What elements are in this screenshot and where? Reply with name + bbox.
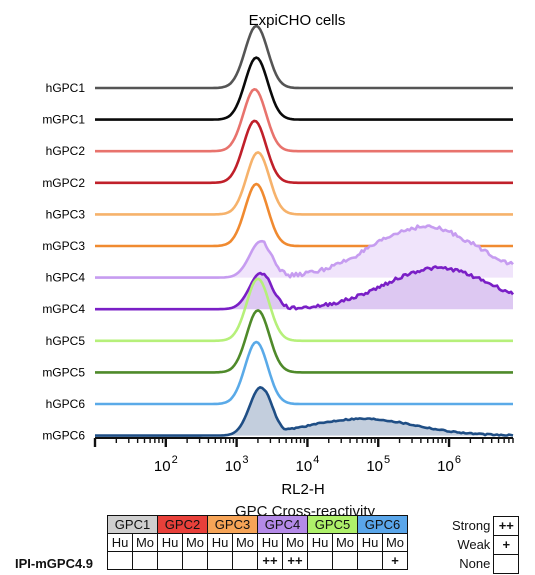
subheader-mo: Mo xyxy=(382,533,408,552)
group-header-gpc4: GPC4 xyxy=(257,515,308,534)
series-label: hGPC1 xyxy=(46,81,86,95)
group-header-row: GPC1 GPC2 GPC3 GPC4 GPC5 GPC6 xyxy=(107,515,408,534)
group-header-gpc5: GPC5 xyxy=(307,515,358,534)
series-label: mGPC5 xyxy=(42,365,85,379)
legend-symbol: + xyxy=(493,535,520,555)
x-tick-label: 105 xyxy=(366,454,390,475)
group-header-gpc6: GPC6 xyxy=(357,515,408,534)
legend-row: Strong ++ xyxy=(452,516,520,536)
histogram-trace-hGPC5 xyxy=(95,277,513,343)
table-cell xyxy=(157,551,183,570)
cross-reactivity-table: GPC1 GPC2 GPC3 GPC4 GPC5 GPC6 Hu Mo Hu Mo Hu Mo Hu M… xyxy=(107,515,408,570)
chart-title: ExpiCHO cells xyxy=(249,12,346,29)
histogram-trace-hGPC4 xyxy=(95,224,514,279)
x-tick-label: 106 xyxy=(437,454,461,475)
subheader-hu: Hu xyxy=(157,533,183,552)
legend-symbol xyxy=(493,554,520,574)
group-header-gpc1: GPC1 xyxy=(107,515,158,534)
histogram-plot: ExpiCHO cells hGPC1 mGPC1 hGPC2 mGPC2 hGPC3 m… xyxy=(42,12,515,498)
legend-row: None xyxy=(452,554,520,574)
legend-name: Strong xyxy=(452,518,491,533)
histogram-trace-hGPC6 xyxy=(95,340,513,406)
x-tick-label: 104 xyxy=(296,454,320,475)
histogram-fill-mGPC4 xyxy=(95,266,513,310)
histogram-fill-mGPC6 xyxy=(95,387,513,436)
table-cell xyxy=(132,551,158,570)
histogram-trace-mGPC6 xyxy=(95,386,514,437)
x-tick-label: 103 xyxy=(225,454,249,475)
table-cell xyxy=(357,551,383,570)
x-axis-label: RL2-H xyxy=(281,481,324,498)
legend-symbol: ++ xyxy=(493,516,520,536)
histogram-trace-hGPC3 xyxy=(95,151,513,216)
histogram-fill-hGPC4 xyxy=(95,225,513,278)
table-row: ++ ++ + xyxy=(107,551,408,570)
series-label: mGPC4 xyxy=(42,302,85,316)
series-label: mGPC2 xyxy=(42,176,85,190)
series-label: mGPC1 xyxy=(42,113,85,127)
legend-row: Weak + xyxy=(452,535,520,555)
table-cell xyxy=(207,551,233,570)
series-label: mGPC6 xyxy=(42,429,85,443)
subheader-hu: Hu xyxy=(107,533,133,552)
subheader-mo: Mo xyxy=(182,533,208,552)
series-label: hGPC3 xyxy=(46,207,86,221)
table-cell xyxy=(182,551,208,570)
subheader-row: Hu Mo Hu Mo Hu Mo Hu Mo Hu Mo Hu Mo xyxy=(107,533,408,552)
series-label: mGPC3 xyxy=(42,239,85,253)
series-label: hGPC2 xyxy=(46,144,86,158)
series-label: hGPC4 xyxy=(46,271,86,285)
subheader-hu: Hu xyxy=(207,533,233,552)
histogram-trace-mGPC5 xyxy=(95,309,513,374)
histogram-trace-hGPC1 xyxy=(95,24,513,90)
subheader-mo: Mo xyxy=(282,533,308,552)
legend-name: Weak xyxy=(457,537,491,552)
histogram-trace-hGPC2 xyxy=(95,88,513,153)
group-header-gpc3: GPC3 xyxy=(207,515,258,534)
subheader-hu: Hu xyxy=(257,533,283,552)
table-cell: + xyxy=(382,551,408,570)
group-header-gpc2: GPC2 xyxy=(157,515,208,534)
table-legend: Strong ++ Weak + None xyxy=(452,516,520,574)
table-cell xyxy=(107,551,133,570)
subheader-hu: Hu xyxy=(307,533,333,552)
subheader-mo: Mo xyxy=(232,533,258,552)
table-cell xyxy=(332,551,358,570)
subheader-mo: Mo xyxy=(332,533,358,552)
table-cell: ++ xyxy=(282,551,308,570)
series-label: hGPC5 xyxy=(46,334,86,348)
series-label: hGPC6 xyxy=(46,397,86,411)
legend-name: None xyxy=(459,556,491,571)
table-cell xyxy=(307,551,333,570)
table-cell xyxy=(232,551,258,570)
x-tick-label: 102 xyxy=(154,454,178,475)
subheader-hu: Hu xyxy=(357,533,383,552)
histogram-trace-mGPC2 xyxy=(95,119,513,185)
histogram-trace-mGPC4 xyxy=(95,265,515,311)
histogram-trace-mGPC1 xyxy=(95,56,513,121)
subheader-mo: Mo xyxy=(132,533,158,552)
row-label: IPI-mGPC4.9 xyxy=(15,556,94,571)
table-cell: ++ xyxy=(257,551,283,570)
